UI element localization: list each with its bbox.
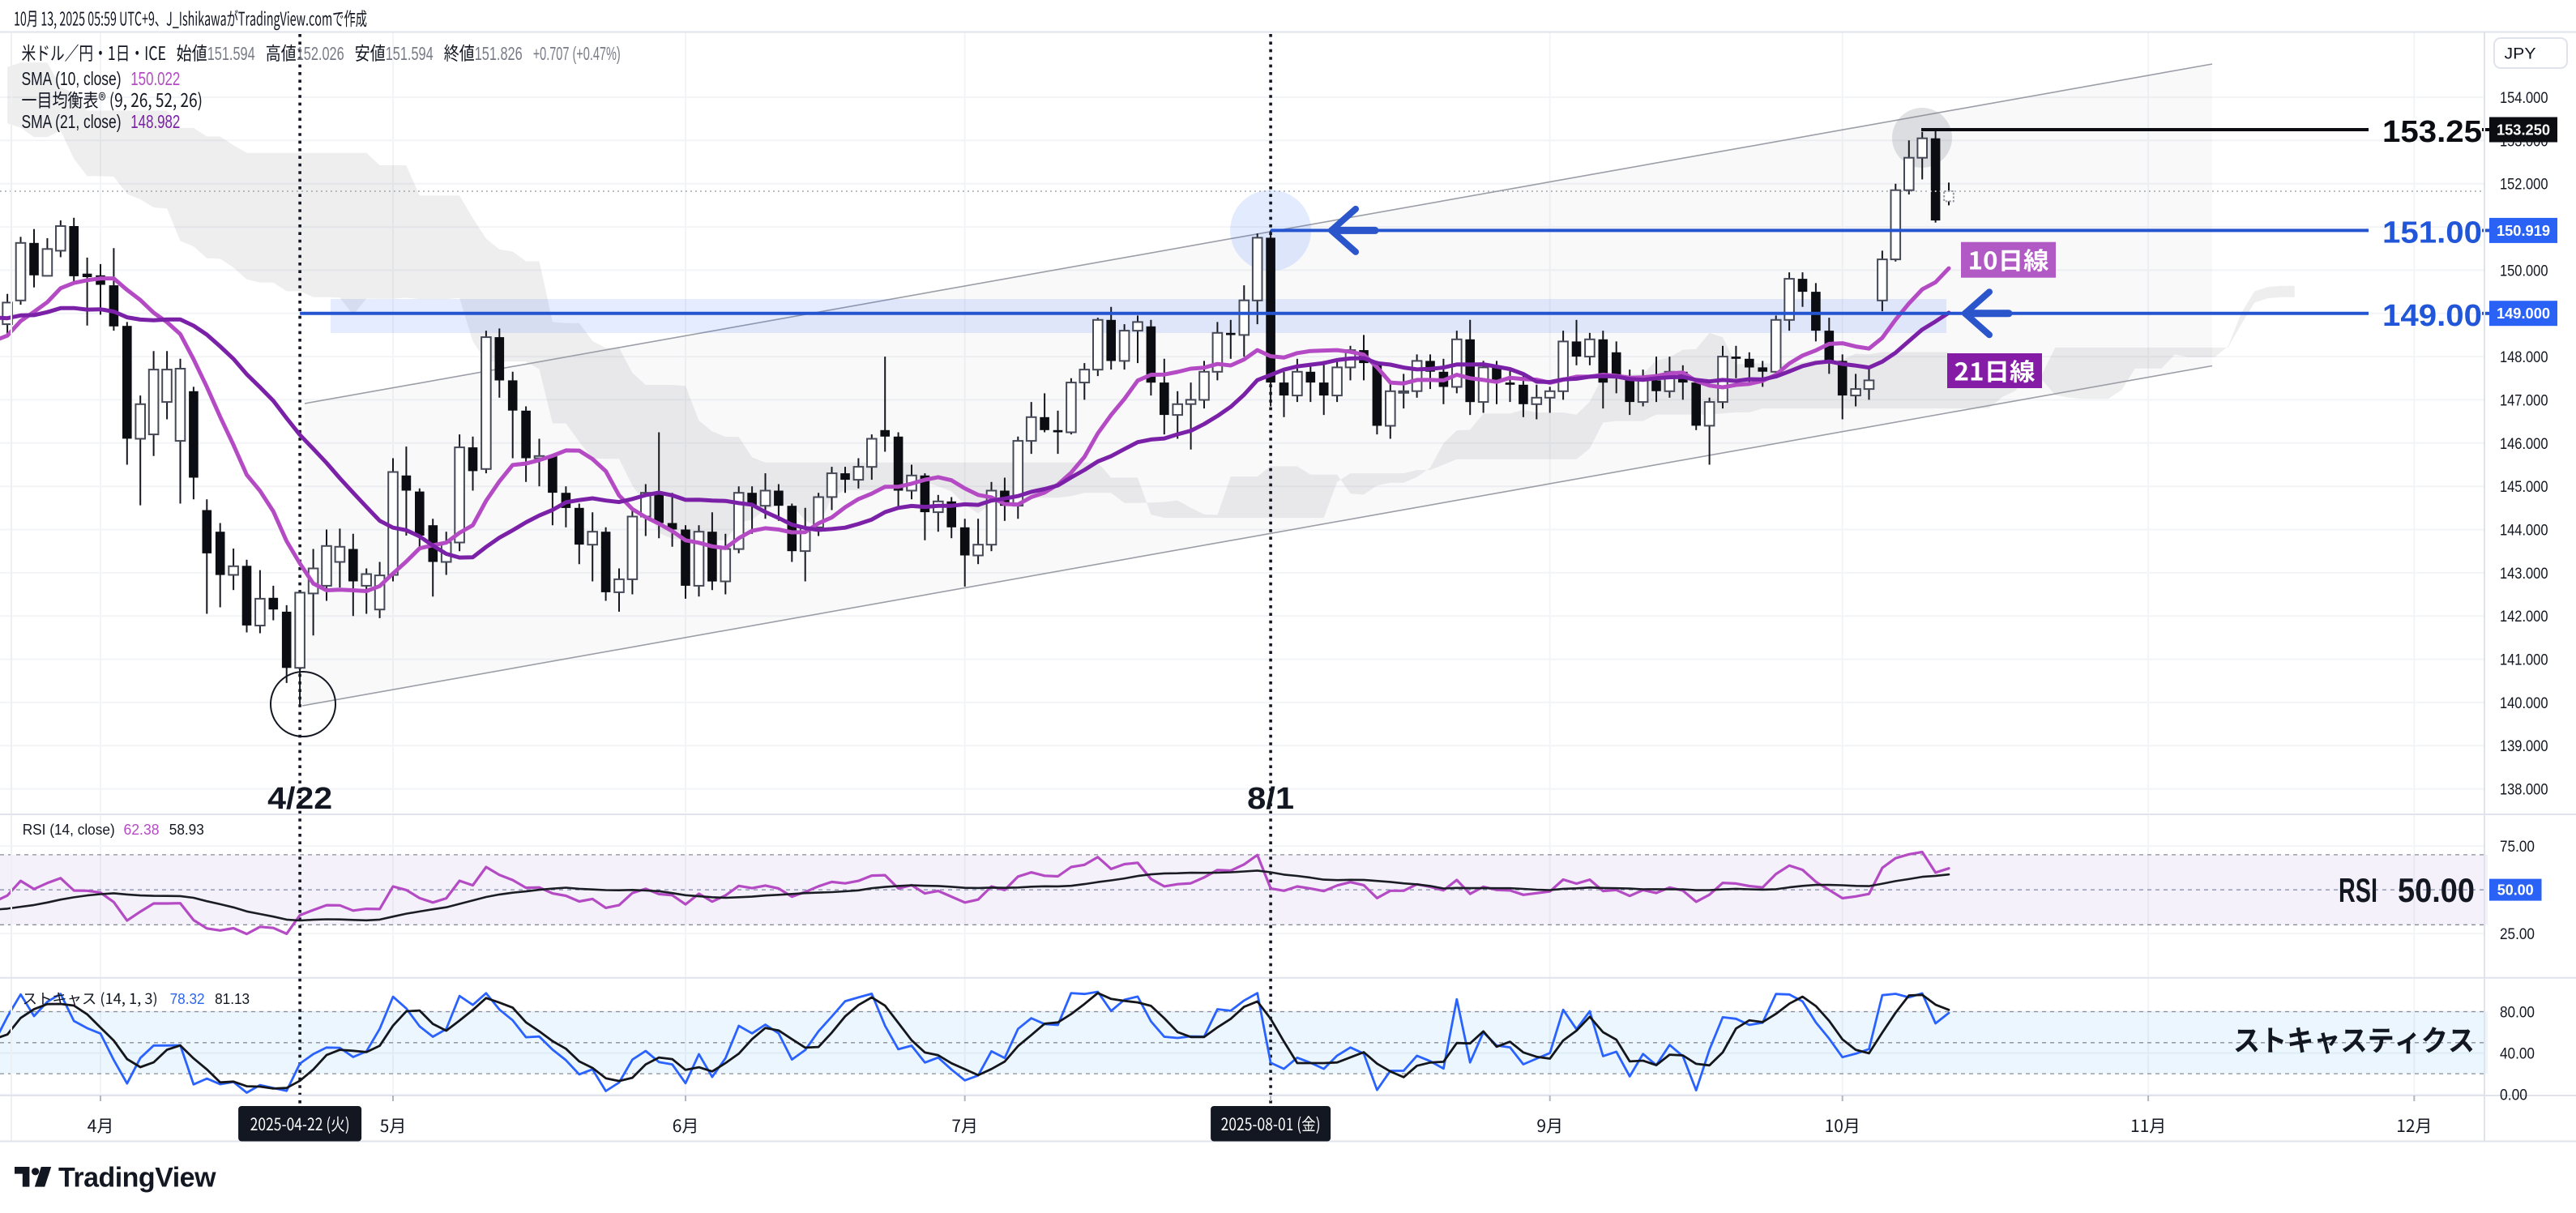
svg-text:8/1: 8/1 bbox=[1247, 782, 1294, 816]
svg-text:142.000: 142.000 bbox=[2500, 608, 2548, 626]
svg-text:154.000: 154.000 bbox=[2500, 89, 2548, 107]
svg-text:150.000: 150.000 bbox=[2500, 262, 2548, 280]
svg-text:50.00: 50.00 bbox=[2398, 871, 2475, 909]
svg-text:151.594: 151.594 bbox=[207, 43, 255, 64]
svg-text:148.000: 148.000 bbox=[2500, 348, 2548, 366]
svg-text:144.000: 144.000 bbox=[2500, 522, 2548, 540]
svg-text:75.00: 75.00 bbox=[2500, 838, 2535, 856]
svg-text:147.000: 147.000 bbox=[2500, 391, 2548, 409]
svg-text:140.000: 140.000 bbox=[2500, 694, 2548, 712]
svg-text:RSI: RSI bbox=[2339, 871, 2377, 909]
svg-text:143.000: 143.000 bbox=[2500, 565, 2548, 583]
svg-text:25.00: 25.00 bbox=[2500, 925, 2535, 943]
svg-text:141.000: 141.000 bbox=[2500, 651, 2548, 669]
svg-text:149.000: 149.000 bbox=[2497, 305, 2550, 322]
svg-text:80.00: 80.00 bbox=[2500, 1004, 2535, 1022]
svg-text:TradingView: TradingView bbox=[58, 1163, 216, 1194]
svg-text:148.982: 148.982 bbox=[130, 111, 180, 132]
svg-text:149.00: 149.00 bbox=[2382, 299, 2482, 333]
svg-text:151.594: 151.594 bbox=[386, 43, 434, 64]
svg-text:138.000: 138.000 bbox=[2500, 781, 2548, 799]
svg-text:152.000: 152.000 bbox=[2500, 176, 2548, 194]
svg-text:+0.707 (+0.47%): +0.707 (+0.47%) bbox=[533, 43, 621, 64]
svg-text:40.00: 40.00 bbox=[2500, 1045, 2535, 1063]
svg-text:139.000: 139.000 bbox=[2500, 737, 2548, 755]
svg-text:4/22: 4/22 bbox=[267, 782, 332, 816]
svg-text:RSI (14, close): RSI (14, close) bbox=[23, 822, 115, 838]
svg-text:0.00: 0.00 bbox=[2500, 1087, 2527, 1104]
svg-text:153.25: 153.25 bbox=[2382, 115, 2482, 149]
svg-text:145.000: 145.000 bbox=[2500, 478, 2548, 496]
svg-text:58.93: 58.93 bbox=[169, 822, 204, 838]
svg-text:151.00: 151.00 bbox=[2382, 216, 2482, 250]
svg-text:SMA (10, close): SMA (10, close) bbox=[22, 68, 122, 89]
svg-text:JPY: JPY bbox=[2505, 45, 2536, 63]
svg-text:153.250: 153.250 bbox=[2497, 122, 2550, 139]
svg-text:62.38: 62.38 bbox=[124, 822, 160, 838]
svg-text:78.32: 78.32 bbox=[170, 991, 205, 1007]
svg-text:81.13: 81.13 bbox=[215, 991, 250, 1007]
svg-text:50.00: 50.00 bbox=[2497, 882, 2534, 899]
svg-text:152.026: 152.026 bbox=[297, 43, 344, 64]
svg-text:150.022: 150.022 bbox=[130, 68, 180, 89]
svg-text:SMA (21, close): SMA (21, close) bbox=[22, 111, 122, 132]
svg-text:150.919: 150.919 bbox=[2497, 222, 2550, 239]
svg-text:151.826: 151.826 bbox=[475, 43, 523, 64]
svg-text:146.000: 146.000 bbox=[2500, 435, 2548, 453]
